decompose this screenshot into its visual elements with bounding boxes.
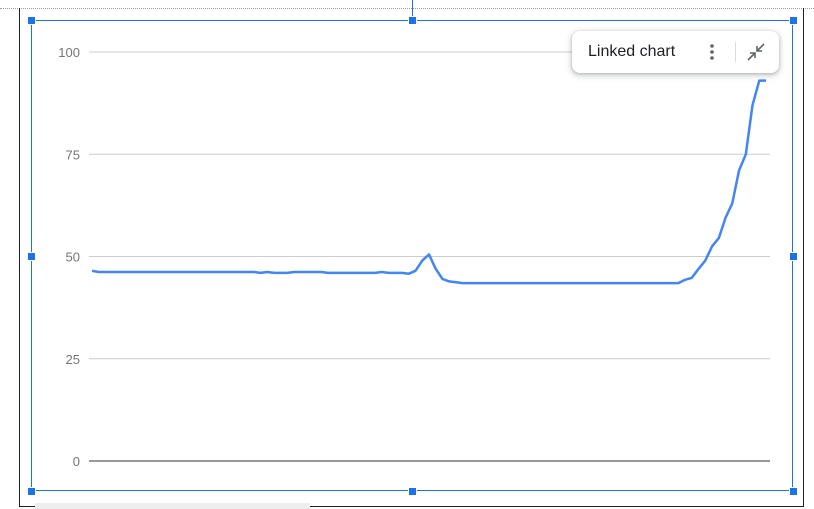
linked-chart-chip[interactable]: Linked chart <box>572 31 779 73</box>
resize-handle-top-right[interactable] <box>789 16 798 25</box>
resize-handle-bottom[interactable] <box>408 487 417 496</box>
y-tick-label: 100 <box>58 45 80 60</box>
resize-handle-left[interactable] <box>27 252 36 261</box>
linked-chart-label: Linked chart <box>588 43 676 60</box>
resize-handle-top[interactable] <box>408 16 417 25</box>
y-axis-labels: 0 25 50 75 100 <box>58 45 80 469</box>
resize-handle-right[interactable] <box>789 252 798 261</box>
resize-handle-top-left[interactable] <box>27 16 36 25</box>
page-edge-bottom <box>19 506 804 507</box>
more-vert-icon[interactable] <box>700 40 724 64</box>
page-edge-left <box>19 8 20 506</box>
y-tick-label: 50 <box>66 250 80 265</box>
resize-handle-bottom-left[interactable] <box>27 487 36 496</box>
chip-divider <box>735 42 736 62</box>
collapse-arrows-icon[interactable] <box>744 40 768 64</box>
resize-handle-bottom-right[interactable] <box>789 487 798 496</box>
series-layer <box>91 79 766 285</box>
rotate-handle[interactable] <box>412 0 413 16</box>
y-tick-label: 25 <box>66 352 80 367</box>
next-content-strip <box>35 503 310 509</box>
page-edge-right <box>803 8 804 506</box>
y-tick-label: 75 <box>66 147 80 162</box>
y-tick-label: 0 <box>73 454 80 469</box>
series-line <box>91 79 766 285</box>
ruler-guide <box>0 8 814 9</box>
